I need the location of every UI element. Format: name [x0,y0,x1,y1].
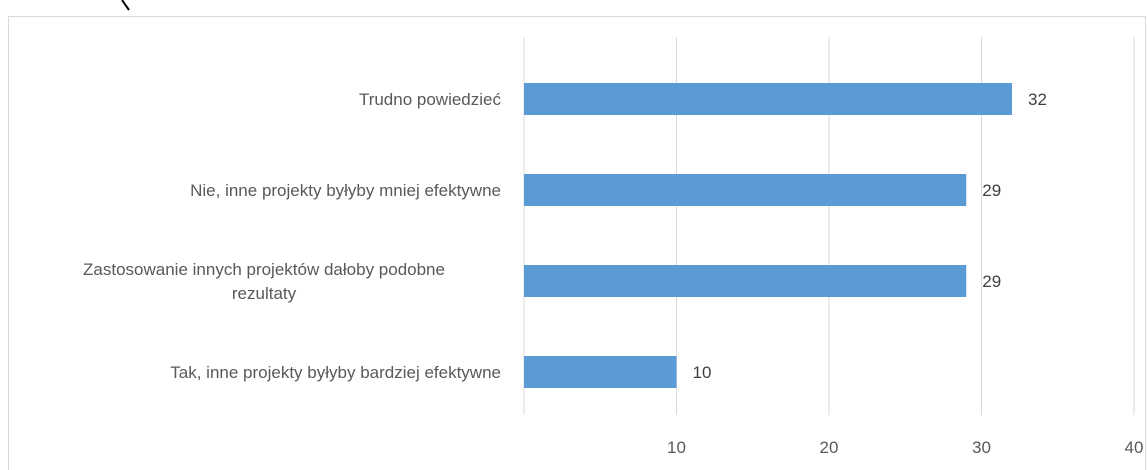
bar-value-label: 29 [982,181,1001,200]
bar-value-label: 10 [693,363,712,382]
category-label: Trudno powiedzieć [359,90,502,109]
bar-chart: Trudno powiedzieć Nie, inne projekty były… [83,37,1143,457]
bar-value-label: 29 [982,272,1001,291]
bar [524,83,1012,115]
chart-frame: Trudno powiedzieć Nie, inne projekty były… [8,16,1146,470]
bar [524,174,967,206]
bars [524,83,1012,388]
data-labels: 32 29 29 10 [693,90,1047,382]
category-label-line: Zastosowanie innych projektów dałoby pod… [83,260,445,279]
category-label: Tak, inne projekty byłyby bardziej efekt… [170,363,501,382]
category-label: Zastosowanie innych projektów dałoby pod… [83,260,445,303]
cropped-heading-fragment [0,0,200,12]
cropped-heading-glyph [121,0,130,11]
category-label: Nie, inne projekty byłyby mniej efektywn… [190,181,501,200]
bar [524,265,967,297]
x-tick-label: 30 [972,438,991,457]
bar [524,356,677,388]
category-label-line: rezultaty [232,284,297,303]
x-tick-label: 10 [667,438,686,457]
category-labels: Trudno powiedzieć Nie, inne projekty były… [83,90,501,382]
bar-value-label: 32 [1028,90,1047,109]
x-tick-label: 20 [820,438,839,457]
x-axis-tick-labels: 10 20 30 40 [667,438,1143,457]
x-tick-label: 40 [1125,438,1144,457]
